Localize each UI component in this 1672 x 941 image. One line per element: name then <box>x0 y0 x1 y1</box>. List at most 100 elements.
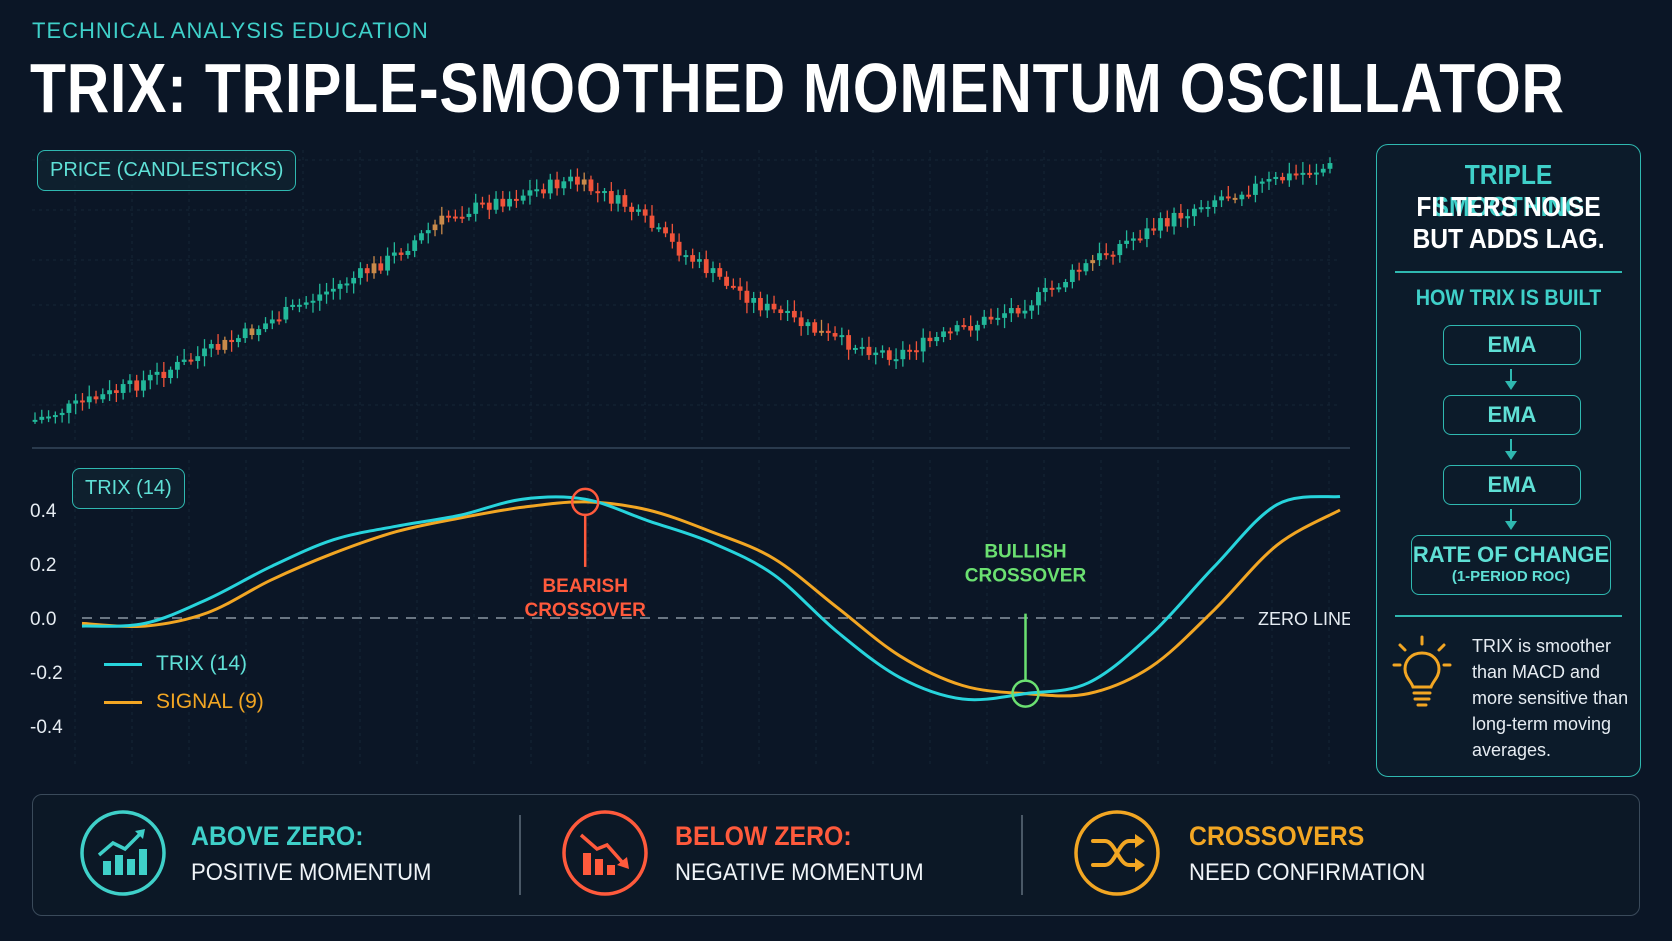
candle-body <box>113 390 119 393</box>
candle-body <box>385 255 390 271</box>
candle-body <box>1164 218 1170 227</box>
candle-body <box>46 416 51 419</box>
candle-body <box>568 176 574 182</box>
down-arrow-icon <box>1505 439 1517 460</box>
candle-body <box>947 331 953 334</box>
legend-signal: SIGNAL (9) <box>104 690 264 714</box>
candle-body <box>371 263 377 274</box>
candle-body <box>330 288 336 292</box>
candle-body <box>541 189 546 194</box>
trix-y-axis: 0.4 0.2 0.0 -0.2 -0.4 <box>30 501 63 738</box>
candle-body <box>344 283 350 286</box>
candle-body <box>886 350 892 360</box>
candle-body <box>1225 196 1231 199</box>
candle-body <box>744 290 750 303</box>
candle-body <box>263 323 268 330</box>
step-rate-of-change: RATE OF CHANGE (1-PERIOD ROC) <box>1411 535 1611 595</box>
candle-body <box>1069 269 1075 282</box>
candle-body <box>1266 179 1272 182</box>
candle-body <box>141 380 146 391</box>
candle-body <box>1029 305 1035 311</box>
legend-signal-label: SIGNAL (9) <box>156 690 264 713</box>
candle-body <box>1253 183 1258 195</box>
candle-body <box>1015 308 1021 314</box>
candle-body <box>80 400 85 403</box>
trix-chart: 0.4 0.2 0.0 -0.2 -0.4 ZERO LINE BEARISH CROSS… <box>30 150 1350 765</box>
legend-trix: TRIX (14) <box>104 652 247 676</box>
shuffle-arrows-icon <box>1073 809 1161 897</box>
candle-body <box>486 202 492 210</box>
candle-body <box>1286 173 1292 181</box>
falling-bar-chart-icon <box>561 809 649 897</box>
candle-body <box>656 227 662 230</box>
candle-body <box>1083 263 1089 272</box>
y-tick-label: -0.2 <box>30 663 63 684</box>
candle-body <box>432 224 438 231</box>
candle-body <box>32 419 38 422</box>
candle-body <box>893 359 899 362</box>
candle-body <box>534 189 540 192</box>
candle-body <box>507 198 513 207</box>
candle-body <box>832 333 838 337</box>
sidebar-divider <box>1395 615 1622 617</box>
candle-body <box>1158 218 1163 231</box>
bullish-label-line: CROSSOVER <box>965 566 1087 587</box>
y-tick-label: 0.4 <box>30 501 57 522</box>
candle-body <box>1117 243 1123 256</box>
candle-body <box>812 322 818 333</box>
candle-body <box>513 198 519 201</box>
candle-body <box>547 179 553 194</box>
candle-body <box>968 326 974 331</box>
candle-body <box>86 396 92 403</box>
candle-body <box>1327 163 1333 169</box>
candle-body <box>337 283 343 289</box>
candle-body <box>208 344 214 349</box>
candle-body <box>697 259 702 262</box>
candle-body <box>954 325 960 332</box>
candle-body <box>1124 240 1129 244</box>
candle-body <box>1219 196 1224 201</box>
candle-body <box>1008 308 1014 314</box>
candle-body <box>39 416 45 420</box>
candle-body <box>1205 206 1211 209</box>
candle-body <box>961 325 967 328</box>
candle-body <box>703 259 709 274</box>
candle-body <box>907 349 913 352</box>
y-tick-label: 0.2 <box>30 555 56 576</box>
candle-body <box>927 337 933 342</box>
candle-body <box>602 191 607 194</box>
candle-body <box>473 202 479 214</box>
candle-body <box>690 255 696 262</box>
candle-body <box>222 339 228 350</box>
candle-body <box>581 179 587 185</box>
rising-bar-chart-icon <box>79 809 167 897</box>
candle-body <box>1076 269 1082 272</box>
candle-body <box>174 361 180 370</box>
candle-body <box>785 310 790 314</box>
candle-body <box>764 303 770 311</box>
candle-body <box>663 227 668 234</box>
candle-body <box>493 198 499 210</box>
roc-sublabel: (1-PERIOD ROC) <box>1451 568 1571 585</box>
below-zero-title: BELOW ZERO: <box>675 821 852 851</box>
candle-body <box>1022 310 1028 314</box>
candle-body <box>527 190 533 196</box>
candle-body <box>310 300 316 303</box>
candle-body <box>480 202 485 205</box>
down-arrow-icon <box>1505 509 1517 530</box>
candle-body <box>73 400 79 404</box>
candle-body <box>500 198 506 207</box>
legend-signal-swatch <box>104 700 142 704</box>
candle-body <box>1103 253 1109 256</box>
candle-body <box>364 268 370 274</box>
candle-body <box>249 328 255 336</box>
candle-body <box>202 348 207 357</box>
candle-body <box>1002 313 1007 318</box>
candle-body <box>846 335 852 350</box>
candle-body <box>975 324 980 331</box>
candle-body <box>419 233 424 241</box>
candle-body <box>859 346 865 349</box>
candle-body <box>710 268 716 274</box>
lightbulb-icon <box>1392 635 1452 707</box>
sidebar-panel: TRIPLE SMOOTHING FILTERS NOISE BUT ADDS … <box>1376 144 1641 777</box>
